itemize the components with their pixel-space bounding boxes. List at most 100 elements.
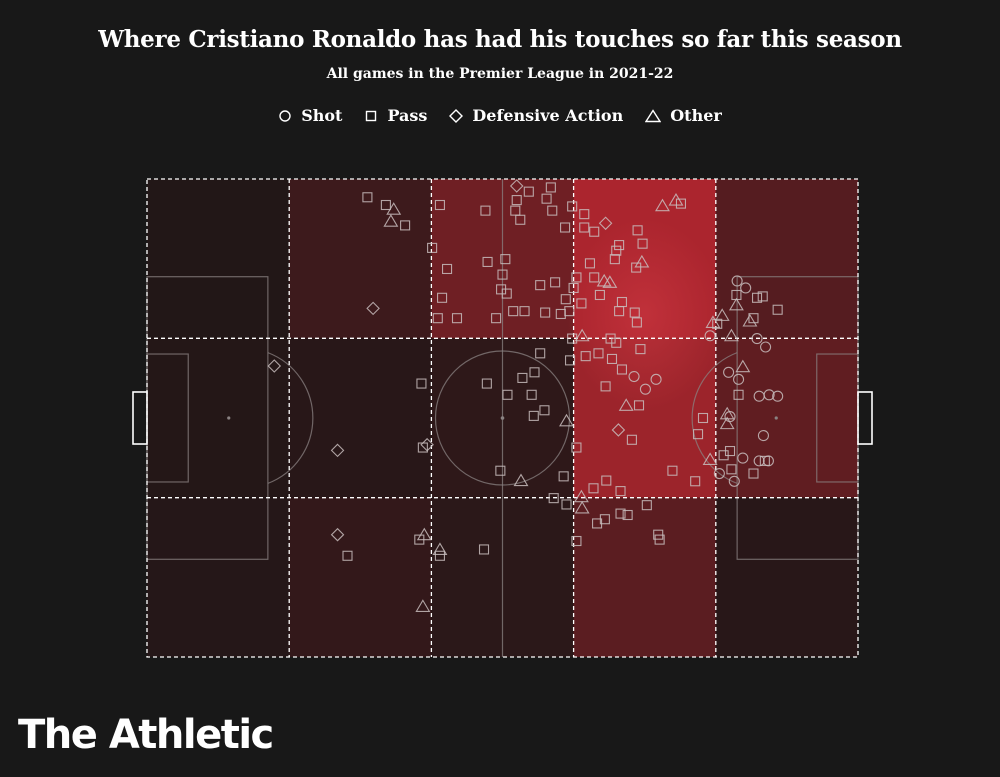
pass-marker <box>616 364 627 375</box>
pass-marker <box>437 292 448 303</box>
heat-zone <box>715 338 858 498</box>
centre-circle <box>434 350 571 486</box>
pass-marker <box>622 509 633 521</box>
pass-marker <box>589 272 600 283</box>
pass-marker <box>697 412 709 424</box>
shot-marker <box>760 341 772 353</box>
pass-marker <box>548 493 559 504</box>
other-marker <box>513 473 529 487</box>
pass-marker <box>550 277 561 288</box>
pass-marker <box>561 499 572 510</box>
other-marker <box>728 297 744 311</box>
legend-item-pass: Pass <box>364 106 427 125</box>
shot-marker <box>639 383 651 395</box>
pass-marker <box>560 222 571 233</box>
pass-marker <box>416 378 427 389</box>
pass-marker <box>600 381 611 392</box>
legend-item-shot: Shot <box>278 106 342 125</box>
right-penalty-arc <box>691 352 738 484</box>
circle-icon <box>279 109 291 122</box>
pass-marker <box>611 337 622 348</box>
other-marker <box>742 313 758 327</box>
right-penalty-spot <box>774 416 778 420</box>
pass-marker <box>580 351 591 362</box>
pass-marker <box>342 550 353 561</box>
left-penalty-spot <box>227 416 231 420</box>
pass-marker <box>567 201 578 212</box>
pass-marker <box>579 222 590 233</box>
other-marker <box>559 413 574 427</box>
other-marker <box>386 202 402 215</box>
heat-zone <box>289 497 432 657</box>
pass-marker <box>568 282 579 294</box>
pass-marker <box>560 294 571 305</box>
pass-marker <box>614 240 625 251</box>
heat-zone <box>289 338 432 498</box>
pass-marker <box>641 500 652 511</box>
chart-subtitle: All games in the Premier League in 2021-… <box>326 66 674 82</box>
pass-marker <box>757 291 768 302</box>
shot-marker <box>772 390 784 402</box>
pass-marker <box>517 372 528 383</box>
pass-marker <box>579 209 590 220</box>
shot-marker <box>704 330 716 342</box>
legend-label-pass: Pass <box>387 106 428 125</box>
pass-marker <box>535 348 546 359</box>
other-marker <box>573 489 589 503</box>
pass-marker <box>497 269 508 280</box>
pass-marker <box>519 306 530 317</box>
pass-marker <box>515 214 526 225</box>
pass-marker <box>611 245 622 256</box>
other-marker <box>383 214 399 227</box>
shot-marker <box>751 333 763 345</box>
shot-marker <box>731 275 743 287</box>
pass-marker <box>541 193 552 204</box>
pass-marker <box>545 182 556 193</box>
pass-marker <box>508 306 519 317</box>
pass-marker <box>594 289 605 301</box>
legend-label-shot: Shot <box>301 106 343 125</box>
pass-marker <box>511 195 522 206</box>
centre-spot <box>500 416 505 420</box>
defensive-action-marker <box>509 179 524 193</box>
pass-marker <box>593 348 604 359</box>
pass-marker <box>540 307 551 318</box>
pass-marker <box>571 442 582 453</box>
other-marker <box>618 398 634 411</box>
heat-zone <box>289 179 432 339</box>
pass-marker <box>481 378 492 389</box>
shot-marker <box>723 366 735 378</box>
defensive-action-marker <box>598 216 613 231</box>
pass-marker <box>751 292 763 303</box>
pass-marker <box>726 464 737 475</box>
other-marker <box>574 500 590 514</box>
square-icon <box>366 110 377 121</box>
pass-marker <box>599 514 610 525</box>
other-marker <box>602 275 618 288</box>
pass-marker <box>362 192 373 203</box>
pass-marker <box>495 465 506 476</box>
pass-marker <box>380 199 391 211</box>
pass-marker <box>675 198 687 209</box>
pass-marker <box>434 199 445 211</box>
defensive-action-marker <box>330 527 345 542</box>
pass-marker <box>635 344 646 355</box>
shot-marker <box>737 452 749 464</box>
pass-marker <box>633 400 645 411</box>
shot-marker <box>650 373 662 385</box>
other-marker <box>702 452 718 466</box>
other-marker <box>735 359 751 373</box>
pass-marker <box>535 280 546 291</box>
pass-marker <box>400 220 411 231</box>
pass-marker <box>414 534 425 545</box>
chart-title: Where Cristiano Ronaldo has had his touc… <box>98 26 902 53</box>
legend-label-defensive-action: Defensive Action <box>472 106 624 125</box>
pass-marker <box>632 225 643 236</box>
pass-marker <box>571 535 582 547</box>
other-marker <box>655 198 670 212</box>
other-marker <box>719 406 735 420</box>
legend-item-other: Other <box>645 106 722 125</box>
heat-glow <box>566 218 723 411</box>
shot-marker <box>753 455 765 467</box>
legend: Shot Pass Defensive Action Other <box>0 106 1000 125</box>
